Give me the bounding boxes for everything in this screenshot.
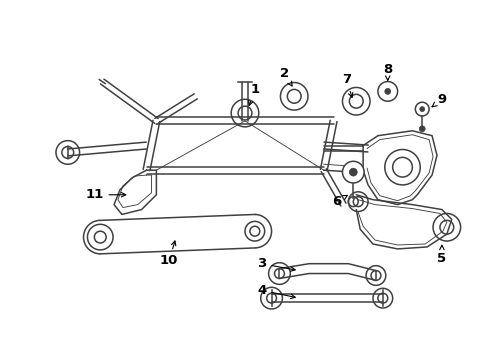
Text: 2: 2 bbox=[279, 67, 291, 86]
Text: 8: 8 bbox=[382, 63, 391, 80]
Circle shape bbox=[384, 149, 419, 185]
Text: 7: 7 bbox=[341, 73, 352, 98]
Text: 1: 1 bbox=[248, 83, 259, 105]
Circle shape bbox=[384, 89, 390, 94]
Text: 5: 5 bbox=[436, 245, 446, 265]
Circle shape bbox=[342, 161, 364, 183]
Text: 4: 4 bbox=[257, 284, 295, 298]
Circle shape bbox=[419, 107, 424, 112]
Text: 10: 10 bbox=[160, 241, 178, 267]
Text: 9: 9 bbox=[431, 93, 446, 107]
Text: 11: 11 bbox=[85, 188, 125, 201]
Circle shape bbox=[418, 126, 424, 132]
Text: 6: 6 bbox=[331, 195, 346, 208]
Circle shape bbox=[348, 168, 357, 176]
Text: 3: 3 bbox=[257, 257, 295, 271]
